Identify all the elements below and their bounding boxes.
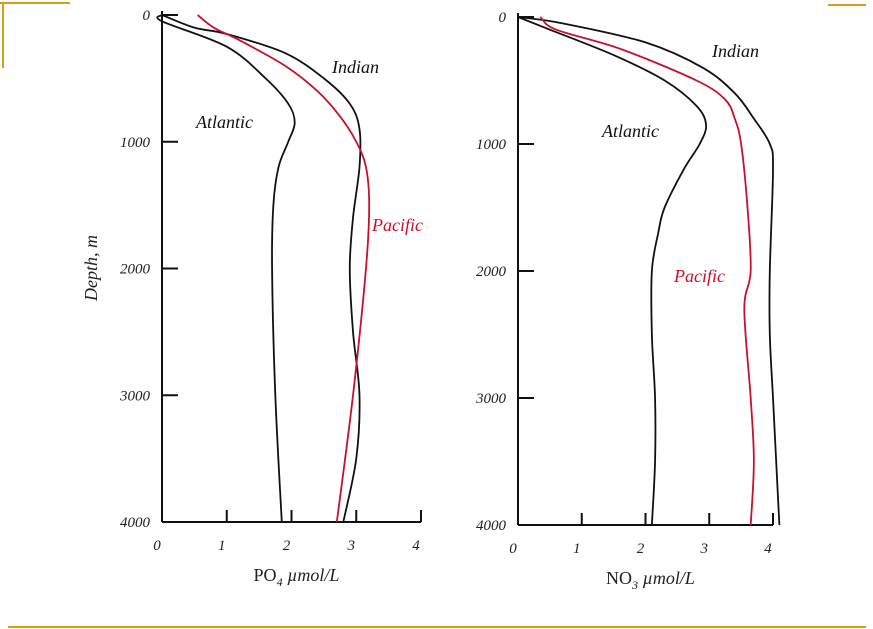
- x-tick-label: 0: [153, 538, 161, 554]
- x-tick-label: 4: [412, 538, 420, 554]
- x-axis-label: PO4 µmol/L: [254, 565, 340, 589]
- series-label-atlantic: Atlantic: [195, 112, 253, 132]
- x-axis-label: NO3 µmol/L: [606, 568, 695, 592]
- x-tick-label: 0: [509, 541, 517, 557]
- series-label-pacific: Pacific: [371, 215, 423, 235]
- series-label-atlantic: Atlantic: [601, 121, 659, 141]
- x-tick-label: 4: [764, 541, 772, 557]
- series-line-indian: [161, 14, 362, 523]
- y-tick-label: 2000: [120, 262, 151, 278]
- y-tick-label: 4000: [476, 518, 507, 534]
- y-tick-label: 0: [143, 8, 151, 24]
- series-label-pacific: Pacific: [673, 266, 725, 286]
- series-line-atlantic: [517, 16, 707, 526]
- y-tick-label: 0: [499, 10, 507, 26]
- series-line-pacific: [539, 16, 755, 526]
- x-tick-label: 3: [700, 541, 709, 557]
- x-label-sub: 4: [277, 575, 283, 589]
- x-label-unit: µmol/L: [283, 565, 340, 585]
- x-tick-label: 1: [218, 538, 226, 554]
- y-tick-label: 1000: [476, 137, 507, 153]
- y-axis-label: Depth, m: [81, 235, 101, 302]
- y-tick-label: 2000: [476, 264, 507, 280]
- x-label-unit: µmol/L: [638, 568, 695, 588]
- x-tick-label: 1: [573, 541, 581, 557]
- x-tick-label: 3: [347, 538, 356, 554]
- x-tick-label: 2: [637, 541, 645, 557]
- y-tick-label: 4000: [120, 515, 151, 531]
- y-tick-label: 3000: [475, 391, 507, 407]
- series-line-pacific: [197, 14, 371, 523]
- series-line-indian: [517, 16, 781, 526]
- series-label-indian: Indian: [711, 41, 759, 61]
- series-label-indian: Indian: [331, 57, 379, 77]
- x-tick-label: 2: [283, 538, 291, 554]
- x-label-main: NO: [606, 568, 632, 588]
- x-label-main: PO: [254, 565, 277, 585]
- x-label-sub: 3: [631, 578, 638, 592]
- series-line-atlantic: [156, 14, 296, 523]
- y-tick-label: 3000: [119, 388, 151, 404]
- y-tick-label: 1000: [120, 135, 151, 151]
